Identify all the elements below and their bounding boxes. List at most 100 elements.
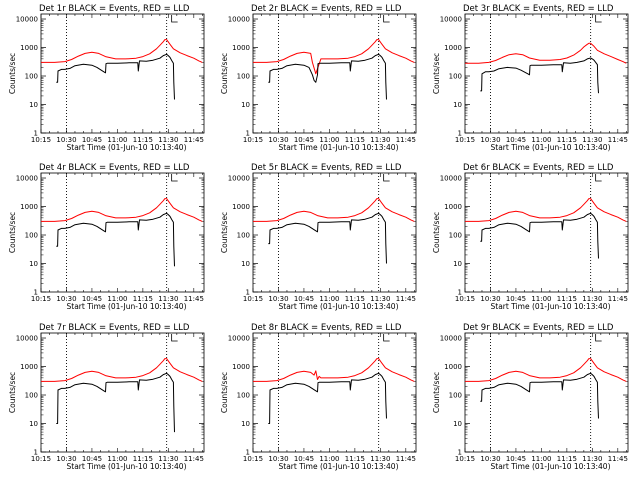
x-tick-label: 11:15 — [557, 455, 577, 463]
x-tick-label: 11:45 — [184, 136, 204, 144]
events-rate-line — [480, 212, 599, 259]
x-tick-label: 11:00 — [319, 455, 339, 463]
x-tick-label: 10:45 — [506, 455, 526, 463]
plot-frame — [252, 172, 417, 293]
x-tick-label: 11:45 — [608, 136, 628, 144]
y-axis-label: Counts/sec — [8, 53, 17, 94]
x-axis-label: Start Time (01-Jun-10 10:13:40) — [67, 143, 187, 152]
y-tick-label: 1000 — [444, 203, 462, 211]
y-tick-label: 1000 — [444, 44, 462, 52]
y-axis-label: Counts/sec — [8, 372, 17, 413]
y-tick-label: 10 — [453, 101, 462, 109]
x-tick-label: 10:45 — [294, 455, 314, 463]
lld-rate-line — [253, 198, 415, 222]
x-tick-label: 10:15 — [31, 295, 51, 303]
x-tick-label: 11:30 — [158, 295, 178, 303]
y-tick-label: 10 — [29, 260, 38, 268]
lld-rate-line — [41, 198, 203, 222]
x-axis-label: Start Time (01-Jun-10 10:13:40) — [491, 143, 611, 152]
events-rate-line — [268, 372, 387, 424]
y-tick-label: 1 — [34, 449, 38, 457]
events-rate-line — [480, 57, 599, 94]
x-tick-label: 11:45 — [608, 455, 628, 463]
x-tick-label: 11:00 — [107, 295, 127, 303]
chart-title: Det 1r BLACK = Events, RED = LLD — [39, 4, 190, 14]
plot-frame — [40, 13, 205, 134]
interval-bracket — [171, 174, 178, 182]
x-tick-label: 11:30 — [582, 295, 602, 303]
chart-panel-4: Det 4r BLACK = Events, RED = LLD 1 10 100 10… — [8, 163, 205, 311]
events-rate-line — [56, 53, 175, 100]
x-tick-label: 11:15 — [557, 136, 577, 144]
chart-title: Det 6r BLACK = Events, RED = LLD — [463, 163, 614, 173]
y-tick-label: 10000 — [440, 16, 462, 24]
y-tick-label: 10000 — [16, 16, 38, 24]
plot-frame — [40, 332, 205, 453]
chart-title: Det 8r BLACK = Events, RED = LLD — [251, 323, 402, 333]
chart-title: Det 7r BLACK = Events, RED = LLD — [39, 323, 190, 333]
x-tick-label: 10:15 — [243, 295, 263, 303]
interval-bracket — [171, 15, 178, 23]
x-tick-label: 10:45 — [82, 455, 102, 463]
y-tick-label: 1000 — [232, 44, 250, 52]
x-tick-label: 10:15 — [455, 295, 475, 303]
plot-frame — [252, 13, 417, 134]
x-axis-label: Start Time (01-Jun-10 10:13:40) — [67, 302, 187, 311]
x-tick-label: 10:15 — [243, 136, 263, 144]
interval-bracket — [595, 15, 602, 23]
chart-title: Det 5r BLACK = Events, RED = LLD — [251, 163, 402, 173]
y-tick-label: 10 — [453, 420, 462, 428]
x-tick-label: 11:15 — [345, 295, 365, 303]
y-axis-label: Counts/sec — [432, 53, 441, 94]
x-tick-label: 10:30 — [268, 136, 288, 144]
chart-title: Det 2r BLACK = Events, RED = LLD — [251, 4, 402, 14]
x-axis-label: Start Time (01-Jun-10 10:13:40) — [279, 302, 399, 311]
x-tick-label: 10:30 — [56, 295, 76, 303]
lld-rate-line — [253, 39, 415, 75]
plot-frame — [252, 332, 417, 453]
x-tick-label: 10:15 — [31, 136, 51, 144]
plot-frame — [464, 13, 629, 134]
y-tick-label: 100 — [25, 232, 38, 240]
x-tick-label: 11:30 — [582, 136, 602, 144]
y-tick-label: 1 — [246, 130, 250, 138]
chart-panel-9: Det 9r BLACK = Events, RED = LLD 1 10 100 10… — [432, 323, 629, 471]
y-tick-label: 100 — [237, 73, 250, 81]
y-tick-label: 1000 — [20, 203, 38, 211]
interval-bracket — [383, 15, 390, 23]
x-tick-label: 11:30 — [582, 455, 602, 463]
x-tick-label: 11:00 — [319, 136, 339, 144]
y-axis-label: Counts/sec — [220, 372, 229, 413]
plot-frame — [40, 172, 205, 293]
chart-panel-1: Det 1r BLACK = Events, RED = LLD 1 10 100 10… — [8, 4, 205, 152]
events-rate-line — [268, 212, 387, 264]
x-tick-label: 10:30 — [268, 455, 288, 463]
y-axis-label: Counts/sec — [8, 212, 17, 253]
lld-rate-line — [253, 358, 415, 382]
lld-rate-line — [465, 358, 627, 382]
y-tick-label: 10 — [241, 101, 250, 109]
x-tick-label: 10:45 — [294, 136, 314, 144]
interval-bracket — [595, 174, 602, 182]
chart-panel-7: Det 7r BLACK = Events, RED = LLD 1 10 100 10… — [8, 323, 205, 471]
x-tick-label: 11:15 — [345, 136, 365, 144]
chart-panel-6: Det 6r BLACK = Events, RED = LLD 1 10 100 10… — [432, 163, 629, 311]
x-tick-label: 10:30 — [56, 455, 76, 463]
y-tick-label: 100 — [25, 73, 38, 81]
y-tick-label: 10 — [241, 260, 250, 268]
y-axis-label: Counts/sec — [220, 53, 229, 94]
y-axis-label: Counts/sec — [432, 212, 441, 253]
plot-frame — [464, 172, 629, 293]
y-tick-label: 10 — [29, 101, 38, 109]
x-tick-label: 10:30 — [268, 295, 288, 303]
chart-panel-3: Det 3r BLACK = Events, RED = LLD 1 10 100 10… — [432, 4, 629, 152]
x-tick-label: 11:30 — [158, 136, 178, 144]
y-tick-label: 1 — [246, 449, 250, 457]
chart-panel-5: Det 5r BLACK = Events, RED = LLD 1 10 100 10… — [220, 163, 417, 311]
x-tick-label: 10:45 — [82, 295, 102, 303]
y-tick-label: 1 — [34, 289, 38, 297]
chart-panel-8: Det 8r BLACK = Events, RED = LLD 1 10 100 10… — [220, 323, 417, 471]
x-tick-label: 10:15 — [31, 455, 51, 463]
y-tick-label: 100 — [237, 392, 250, 400]
x-tick-label: 11:45 — [396, 455, 416, 463]
